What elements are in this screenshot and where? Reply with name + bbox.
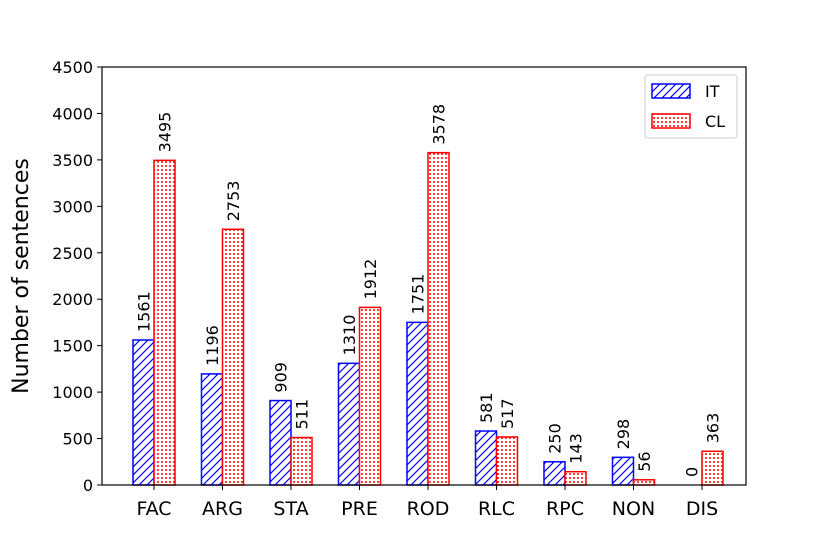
bar-cl-pre: [358, 306, 382, 486]
data-label-it-arg: 1196: [203, 325, 222, 366]
bar-it-non: [611, 456, 635, 486]
x-tick-label: STA: [273, 498, 308, 520]
bar-cl-rlc: [495, 436, 519, 486]
x-tick-label: ROD: [407, 498, 450, 520]
bar-cl-non: [632, 479, 656, 486]
legend: IT CL: [644, 74, 738, 139]
x-axis: FAC ARG STA PRE ROD RLC RPC NON DIS: [136, 485, 718, 520]
x-tick-label: NON: [612, 498, 655, 520]
bar-cl-fac: [153, 159, 176, 486]
bars-layer: [132, 151, 724, 486]
bar-it-fac: [132, 339, 155, 486]
bar-cl-sta: [290, 436, 313, 486]
data-label-cl-arg: 2753: [224, 181, 243, 222]
y-tick-label: 4000: [52, 104, 93, 123]
y-tick-label: 500: [62, 430, 93, 449]
legend-label-cl: CL: [705, 112, 725, 131]
bar-it-pre: [337, 362, 361, 486]
bar-cl-rpc: [564, 470, 587, 486]
data-label-cl-rpc: 143: [567, 433, 586, 464]
bar-it-sta: [269, 399, 292, 486]
y-tick-label: 2500: [52, 244, 93, 263]
data-label-it-rlc: 581: [477, 392, 496, 423]
data-label-cl-rod: 3578: [430, 104, 449, 145]
data-label-cl-dis: 363: [704, 413, 723, 444]
data-label-it-rpc: 250: [546, 423, 565, 454]
x-tick-label: ARG: [202, 498, 243, 520]
y-tick-label: 3000: [52, 197, 93, 216]
x-tick-label: RPC: [546, 498, 584, 520]
data-label-it-fac: 1561: [135, 291, 154, 332]
data-label-cl-pre: 1912: [361, 259, 380, 300]
y-axis-label: Number of sentences: [9, 158, 34, 394]
bar-it-rlc: [474, 430, 498, 486]
legend-swatch-it: [651, 83, 691, 99]
legend-label-it: IT: [705, 82, 720, 101]
bar-cl-rod: [427, 151, 450, 486]
data-label-it-non: 298: [614, 419, 633, 450]
data-label-cl-fac: 3495: [156, 112, 175, 153]
bar-it-rod: [406, 321, 429, 486]
bar-it-arg: [200, 373, 224, 486]
y-tick-label: 4500: [52, 58, 93, 77]
data-label-it-pre: 1310: [340, 315, 359, 356]
bar-it-rpc: [543, 461, 566, 486]
data-label-cl-non: 56: [635, 451, 654, 471]
y-axis-title: Number of sentences: [9, 158, 34, 394]
data-label-it-dis: 0: [683, 467, 702, 477]
x-tick-label: FAC: [136, 498, 171, 520]
y-tick-label: 1000: [52, 383, 93, 402]
y-tick-label: 1500: [52, 337, 93, 356]
legend-swatch-cl: [651, 113, 691, 129]
y-tick-label: 0: [83, 476, 93, 495]
y-axis: 0 500 1000 1500 2000 2500 3000 3500 4000 4500: [52, 58, 102, 495]
bar-cl-dis: [701, 450, 724, 486]
bar-cl-arg: [221, 228, 245, 486]
plot-area-frame: [101, 66, 747, 486]
data-label-cl-rlc: 517: [498, 398, 517, 429]
y-tick-label: 3500: [52, 151, 93, 170]
data-label-cl-sta: 511: [293, 399, 312, 430]
data-label-it-sta: 909: [272, 362, 291, 393]
x-tick-label: DIS: [686, 498, 718, 520]
x-tick-label: PRE: [341, 498, 378, 520]
data-label-it-rod: 1751: [409, 274, 428, 315]
y-tick-label: 2000: [52, 290, 93, 309]
x-tick-label: RLC: [478, 498, 515, 520]
